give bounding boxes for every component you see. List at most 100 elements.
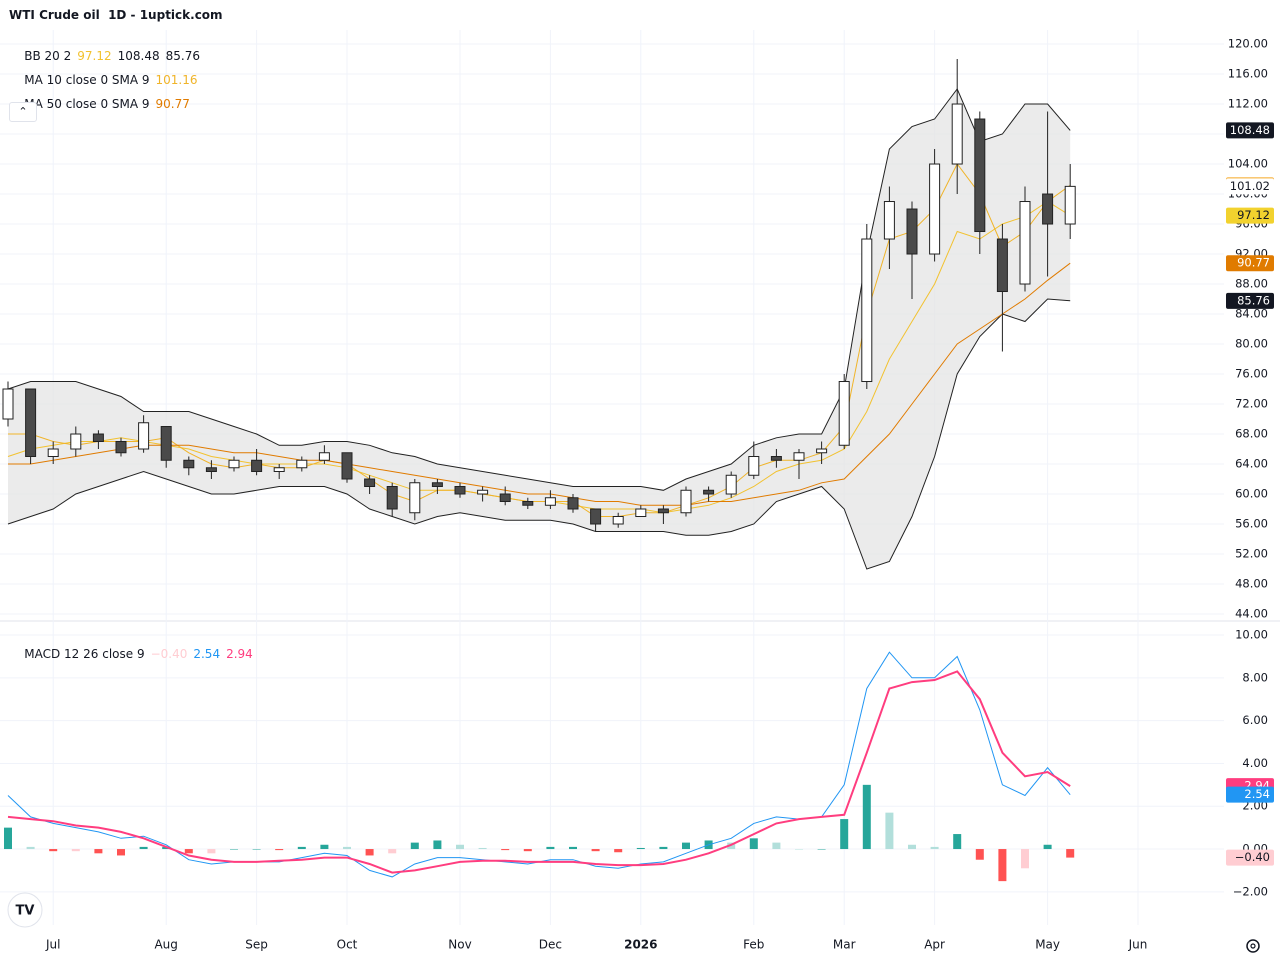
histogram-bar [365, 849, 374, 856]
histogram-bar [1066, 849, 1075, 858]
candle-body [318, 452, 330, 461]
ma-legend: MA 10 close 0 SMA 9 101.16 [9, 56, 204, 104]
y-tick-label: 116.00 [1228, 67, 1268, 81]
histogram-bar [569, 846, 577, 850]
price-badge [1226, 122, 1274, 139]
bb-lower [7, 298, 1071, 570]
y-tick-label: 52.00 [1235, 547, 1268, 561]
legend-label: BB 20 2 [24, 49, 72, 63]
candle-body [205, 467, 217, 473]
histogram-bar [410, 842, 419, 850]
histogram-bar [682, 842, 690, 850]
legend-value: 97.12 [77, 49, 112, 63]
histogram-bar [4, 827, 12, 850]
histogram-bar [433, 840, 442, 850]
candle-body [861, 238, 873, 383]
y-tick-label: 4.00 [1242, 756, 1268, 770]
candle-body [115, 441, 127, 454]
price-badge [1226, 292, 1274, 309]
candle-body [1064, 185, 1076, 225]
candle-body [770, 456, 782, 461]
legend-label: MACD 12 26 close 9 [24, 647, 145, 661]
histogram-bar [94, 849, 103, 854]
candle-body [748, 456, 760, 476]
candle-body [160, 426, 172, 461]
histogram-bar [749, 838, 758, 850]
candle-body [431, 482, 443, 488]
price-badge-label: 101.02 [1230, 179, 1270, 193]
legend-value: 2.54 [193, 647, 221, 661]
candle-body [929, 163, 941, 255]
candle-body [883, 201, 895, 240]
candle-body [409, 482, 421, 514]
candle-body [499, 493, 511, 503]
legend-value: −0.40 [150, 647, 188, 661]
candle-body [1042, 193, 1054, 225]
x-tick-label: Aug [154, 938, 177, 952]
settings-icon[interactable] [1246, 939, 1260, 953]
bb-legend: BB 20 2 97.12 108.48 85.76 [9, 32, 206, 80]
histogram-bar [546, 846, 555, 850]
candle-body [657, 508, 669, 514]
histogram-bar [478, 847, 487, 850]
price-badge [1226, 849, 1274, 866]
y-tick-label: 72.00 [1235, 397, 1268, 411]
candle-body [296, 459, 308, 469]
candle-body [522, 501, 534, 506]
candle-body [92, 433, 104, 443]
candle-body [477, 489, 489, 495]
candle-body [386, 486, 398, 510]
y-tick-label: 64.00 [1235, 457, 1268, 471]
collapse-button[interactable]: ⌃ [9, 102, 37, 122]
y-tick-label: −2.00 [1233, 884, 1268, 898]
legend-value: 108.48 [117, 49, 160, 63]
y-tick-label: 56.00 [1235, 517, 1268, 531]
y-tick-label: 68.00 [1235, 427, 1268, 441]
histogram-bar [930, 846, 939, 850]
histogram-bar [117, 849, 125, 856]
price-badge [1226, 178, 1274, 195]
y-tick-label: 60.00 [1235, 487, 1268, 501]
y-tick-label: 80.00 [1235, 337, 1268, 351]
candle-body [951, 103, 963, 165]
histogram-bar [49, 849, 58, 852]
x-tick-label: Sep [245, 938, 268, 952]
candle-body [341, 452, 353, 480]
candle-body [70, 433, 82, 450]
histogram-bar [636, 847, 645, 850]
histogram-bar [817, 849, 826, 850]
candle-body [544, 497, 556, 506]
price-badge [1226, 786, 1274, 803]
macd-legend: MACD 12 26 close 9 −0.40 2.54 2.94 [9, 630, 259, 678]
histogram-bar [908, 844, 916, 850]
candle-body [793, 452, 805, 461]
histogram-bar [343, 846, 351, 850]
histogram-bar [975, 849, 984, 860]
x-tick-label: May [1035, 938, 1060, 952]
x-tick-label: Nov [448, 938, 471, 952]
y-tick-label: 112.00 [1228, 97, 1268, 111]
price-badge-label: 97.12 [1237, 208, 1270, 222]
candle-body [838, 381, 850, 446]
legend-value: 2.94 [226, 647, 253, 661]
candle-body [364, 478, 376, 488]
tv-logo: TV [7, 892, 43, 928]
histogram-bar [388, 849, 397, 854]
histogram-bar [591, 849, 600, 852]
candle-body [47, 448, 59, 458]
y-tick-label: 84.00 [1235, 307, 1268, 321]
legend-label: MA 10 close 0 SMA 9 [24, 73, 150, 87]
macd-line [7, 651, 1071, 878]
legend-label: MA 50 close 0 SMA 9 [24, 97, 150, 111]
histogram-bar [456, 844, 464, 850]
histogram-bar [26, 846, 35, 850]
x-tick-label: Dec [539, 938, 562, 952]
histogram-bar [252, 849, 261, 850]
histogram-bar [230, 849, 238, 850]
candle-body [273, 467, 285, 473]
candle-body [612, 516, 624, 525]
y-tick-label: 76.00 [1235, 367, 1268, 381]
histogram-bar [795, 849, 803, 850]
